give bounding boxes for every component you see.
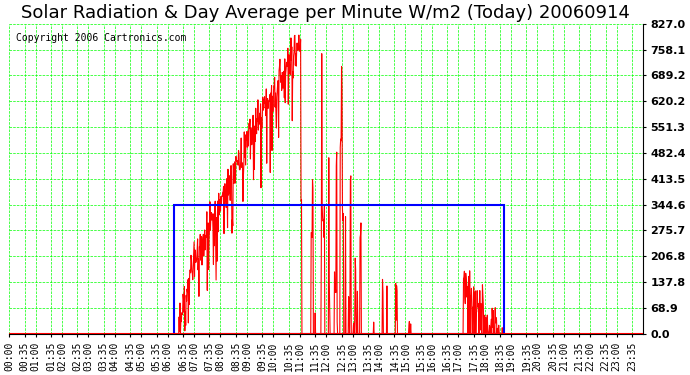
Title: Solar Radiation & Day Average per Minute W/m2 (Today) 20060914: Solar Radiation & Day Average per Minute… (21, 4, 631, 22)
Text: Copyright 2006 Cartronics.com: Copyright 2006 Cartronics.com (15, 33, 186, 43)
Bar (175, 205, 504, 334)
